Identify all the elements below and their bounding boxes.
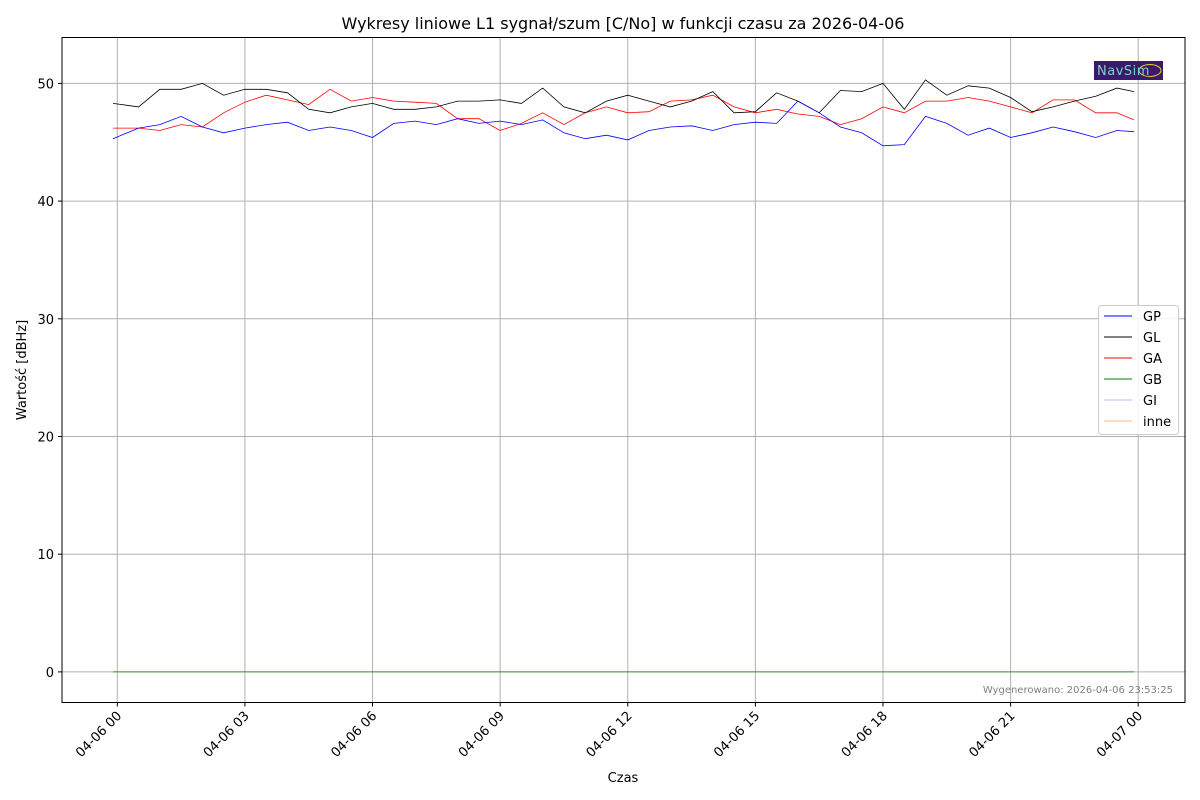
x-tick-label: 04-06 12 bbox=[584, 709, 636, 761]
navsim-logo: NavSim bbox=[1094, 61, 1163, 80]
x-tick-label: 04-06 18 bbox=[839, 709, 891, 761]
y-tick-label: 50 bbox=[37, 77, 54, 92]
series-lines bbox=[112, 79, 1135, 673]
legend-label-gi: GI bbox=[1143, 394, 1157, 409]
series-line-gp bbox=[112, 100, 1135, 147]
legend-label-gb: GB bbox=[1143, 373, 1162, 388]
legend-label-ga: GA bbox=[1143, 352, 1162, 367]
x-tick-label: 04-06 09 bbox=[456, 709, 508, 761]
y-tick-label: 40 bbox=[37, 195, 54, 210]
y-tick-label: 20 bbox=[37, 431, 54, 446]
legend: GP GL GA GB GI inne bbox=[1098, 305, 1179, 435]
x-tick-label: 04-07 00 bbox=[1094, 709, 1146, 761]
svg-text:NavSim: NavSim bbox=[1097, 64, 1150, 79]
y-tick-label: 10 bbox=[37, 548, 54, 563]
axis-ticks: 04-06 00 04-06 03 04-06 06 04-06 09 04-06 12… bbox=[37, 77, 1146, 760]
x-tick-label: 04-06 00 bbox=[73, 709, 125, 761]
y-tick-label: 0 bbox=[46, 666, 54, 681]
y-axis-label: Wartość [dBHz] bbox=[15, 320, 30, 420]
x-tick-label: 04-06 06 bbox=[328, 709, 380, 761]
y-tick-label: 30 bbox=[37, 313, 54, 328]
generated-annotation: Wygenerowano: 2026-04-06 23:53:25 bbox=[983, 685, 1173, 696]
x-axis-label: Czas bbox=[608, 771, 639, 786]
legend-label-gp: GP bbox=[1143, 310, 1161, 325]
grid bbox=[62, 37, 1185, 703]
legend-label-gl: GL bbox=[1143, 331, 1161, 346]
chart-title: Wykresy liniowe L1 sygnał/szum [C/No] w … bbox=[342, 14, 905, 33]
series-line-ga bbox=[113, 88, 1135, 131]
series-line-gl bbox=[112, 79, 1135, 114]
x-tick-label: 04-06 03 bbox=[201, 709, 253, 761]
plot-frame bbox=[61, 37, 1186, 703]
legend-label-inne: inne bbox=[1143, 415, 1171, 430]
x-tick-label: 04-06 15 bbox=[711, 709, 763, 761]
x-tick-label: 04-06 21 bbox=[966, 709, 1018, 761]
